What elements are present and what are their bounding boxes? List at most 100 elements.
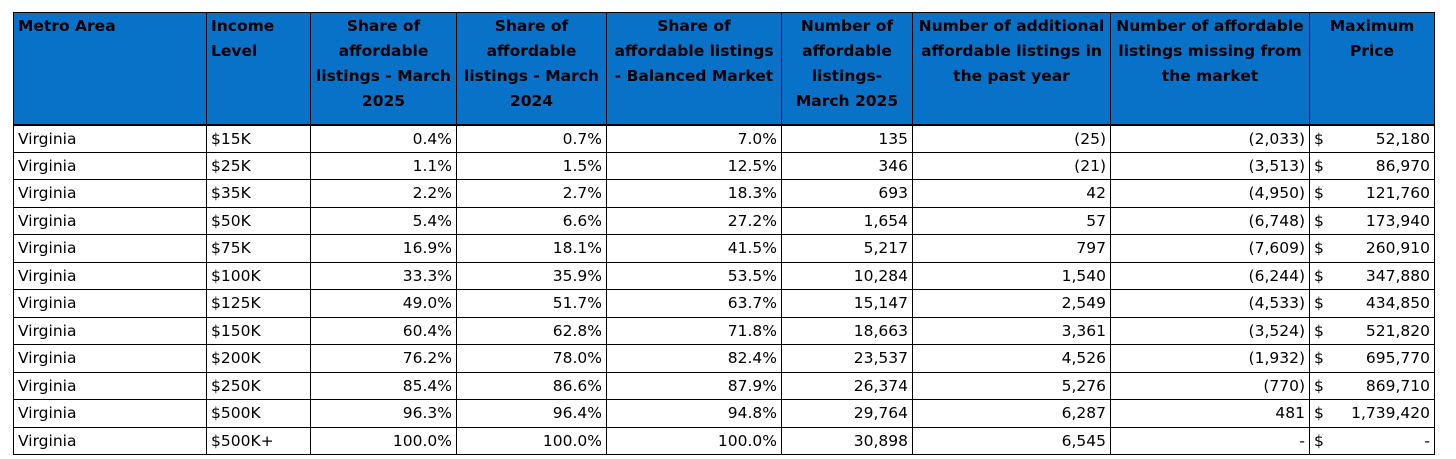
cell-maximum-price: $86,970 xyxy=(1309,151,1435,180)
cell-share-march-2025: 5.4% xyxy=(310,206,457,235)
cell-number-additional: 57 xyxy=(912,206,1111,235)
cell-income-level: $100K xyxy=(206,261,311,290)
cell-number-additional: 3,361 xyxy=(912,316,1111,345)
cell-income-level: $150K xyxy=(206,316,311,345)
cell-number-missing: 481 xyxy=(1110,399,1310,428)
cell-number-missing: (6,748) xyxy=(1110,206,1310,235)
cell-share-march-2024: 35.9% xyxy=(456,261,607,290)
table-row: Virginia $150K 60.4% 62.8% 71.8% 18,663 3,361(… xyxy=(13,316,1435,345)
cell-maximum-price: $869,710 xyxy=(1309,371,1435,400)
cell-share-balanced-market: 53.5% xyxy=(606,261,782,290)
cell-share-march-2025: 96.3% xyxy=(310,399,457,428)
cell-share-march-2025: 2.2% xyxy=(310,179,457,208)
cell-share-march-2024: 78.0% xyxy=(456,344,607,373)
cell-income-level: $250K xyxy=(206,371,311,400)
cell-share-balanced-market: 7.0% xyxy=(606,124,782,153)
cell-share-march-2024: 0.7% xyxy=(456,124,607,153)
price-amount: 52,180 xyxy=(1375,129,1430,148)
cell-share-march-2025: 85.4% xyxy=(310,371,457,400)
cell-number-march-2025: 26,374 xyxy=(781,371,913,400)
cell-number-missing: (7,609) xyxy=(1110,234,1310,263)
cell-number-march-2025: 693 xyxy=(781,179,913,208)
currency-symbol: $ xyxy=(1314,376,1324,395)
cell-number-missing: (3,513) xyxy=(1110,151,1310,180)
price-amount: 695,770 xyxy=(1365,349,1430,368)
cell-share-balanced-market: 63.7% xyxy=(606,289,782,318)
header-number-march-2025: Number of affordable listings-March 2025 xyxy=(781,12,913,126)
cell-maximum-price: $521,820 xyxy=(1309,316,1435,345)
header-share-balanced-market: Share of affordable listings - Balanced … xyxy=(606,12,782,126)
currency-symbol: $ xyxy=(1314,431,1324,450)
price-amount: - xyxy=(1424,431,1430,450)
cell-maximum-price: $347,880 xyxy=(1309,261,1435,290)
cell-share-march-2024: 18.1% xyxy=(456,234,607,263)
cell-share-balanced-market: 12.5% xyxy=(606,151,782,180)
cell-share-balanced-market: 71.8% xyxy=(606,316,782,345)
cell-income-level: $125K xyxy=(206,289,311,318)
cell-number-missing: (4,533) xyxy=(1110,289,1310,318)
cell-income-level: $35K xyxy=(206,179,311,208)
table-row: Virginia $25K 1.1% 1.5% 12.5% 346 (21) (3,513) $… xyxy=(13,151,1435,180)
cell-number-additional: 6,545 xyxy=(912,426,1111,455)
cell-share-balanced-market: 82.4% xyxy=(606,344,782,373)
header-share-march-2025: Share of affordable listings - March 202… xyxy=(310,12,457,126)
currency-symbol: $ xyxy=(1314,129,1324,148)
price-amount: 173,940 xyxy=(1365,211,1430,230)
cell-metro-area: Virginia xyxy=(13,206,207,235)
header-number-additional: Number of additional affordable listings… xyxy=(912,12,1111,126)
cell-share-balanced-market: 27.2% xyxy=(606,206,782,235)
cell-number-additional: (25) xyxy=(912,124,1111,153)
price-amount: 260,910 xyxy=(1365,239,1430,258)
cell-share-march-2024: 51.7% xyxy=(456,289,607,318)
header-income-level: Income Level xyxy=(206,12,311,126)
table-row: Virginia $500K 96.3% 96.4% 94.8% 29,764 6,287 4… xyxy=(13,399,1435,428)
price-amount: 521,820 xyxy=(1365,321,1430,340)
cell-share-march-2025: 49.0% xyxy=(310,289,457,318)
cell-share-balanced-market: 100.0% xyxy=(606,426,782,455)
cell-number-march-2025: 15,147 xyxy=(781,289,913,318)
cell-maximum-price: $121,760 xyxy=(1309,179,1435,208)
header-maximum-price: Maximum Price xyxy=(1309,12,1435,126)
cell-share-march-2024: 62.8% xyxy=(456,316,607,345)
cell-number-missing: (2,033) xyxy=(1110,124,1310,153)
header-metro-area: Metro Area xyxy=(13,12,207,126)
cell-number-missing: - xyxy=(1110,426,1310,455)
cell-share-march-2024: 96.4% xyxy=(456,399,607,428)
cell-number-additional: 797 xyxy=(912,234,1111,263)
price-amount: 121,760 xyxy=(1365,184,1430,203)
cell-number-march-2025: 30,898 xyxy=(781,426,913,455)
cell-number-march-2025: 23,537 xyxy=(781,344,913,373)
cell-income-level: $50K xyxy=(206,206,311,235)
cell-number-march-2025: 1,654 xyxy=(781,206,913,235)
table-row: Virginia $200K 76.2% 78.0% 82.4% 23,537 4,526(… xyxy=(13,344,1435,373)
table-row: Virginia $250K 85.4% 86.6% 87.9% 26,374 5,276(… xyxy=(13,371,1435,400)
cell-income-level: $75K xyxy=(206,234,311,263)
cell-metro-area: Virginia xyxy=(13,151,207,180)
table-row: Virginia $50K 5.4% 6.6% 27.2% 1,654 57 (6,748) $… xyxy=(13,206,1435,235)
table-row: Virginia $15K 0.4% 0.7% 7.0% 135 (25) (2,033) $5… xyxy=(13,124,1435,153)
cell-maximum-price: $52,180 xyxy=(1309,124,1435,153)
table-row: Virginia $100K 33.3% 35.9% 53.5% 10,284 1,540(… xyxy=(13,261,1435,290)
cell-share-balanced-market: 94.8% xyxy=(606,399,782,428)
cell-number-additional: 6,287 xyxy=(912,399,1111,428)
cell-maximum-price: $1,739,420 xyxy=(1309,399,1435,428)
cell-income-level: $25K xyxy=(206,151,311,180)
cell-metro-area: Virginia xyxy=(13,316,207,345)
currency-symbol: $ xyxy=(1314,184,1324,203)
cell-share-march-2024: 2.7% xyxy=(456,179,607,208)
cell-share-march-2025: 0.4% xyxy=(310,124,457,153)
cell-number-march-2025: 346 xyxy=(781,151,913,180)
header-share-march-2024: Share of affordable listings - March 202… xyxy=(456,12,607,126)
table-row: Virginia $75K 16.9% 18.1% 41.5% 5,217 797 (7,60… xyxy=(13,234,1435,263)
cell-metro-area: Virginia xyxy=(13,179,207,208)
currency-symbol: $ xyxy=(1314,321,1324,340)
cell-share-balanced-market: 87.9% xyxy=(606,371,782,400)
cell-share-march-2025: 100.0% xyxy=(310,426,457,455)
cell-income-level: $500K xyxy=(206,399,311,428)
cell-metro-area: Virginia xyxy=(13,289,207,318)
cell-number-missing: (4,950) xyxy=(1110,179,1310,208)
cell-number-missing: (1,932) xyxy=(1110,344,1310,373)
cell-share-balanced-market: 41.5% xyxy=(606,234,782,263)
table-row: Virginia $35K 2.2% 2.7% 18.3% 693 42 (4,950) $12… xyxy=(13,179,1435,208)
cell-share-march-2025: 60.4% xyxy=(310,316,457,345)
